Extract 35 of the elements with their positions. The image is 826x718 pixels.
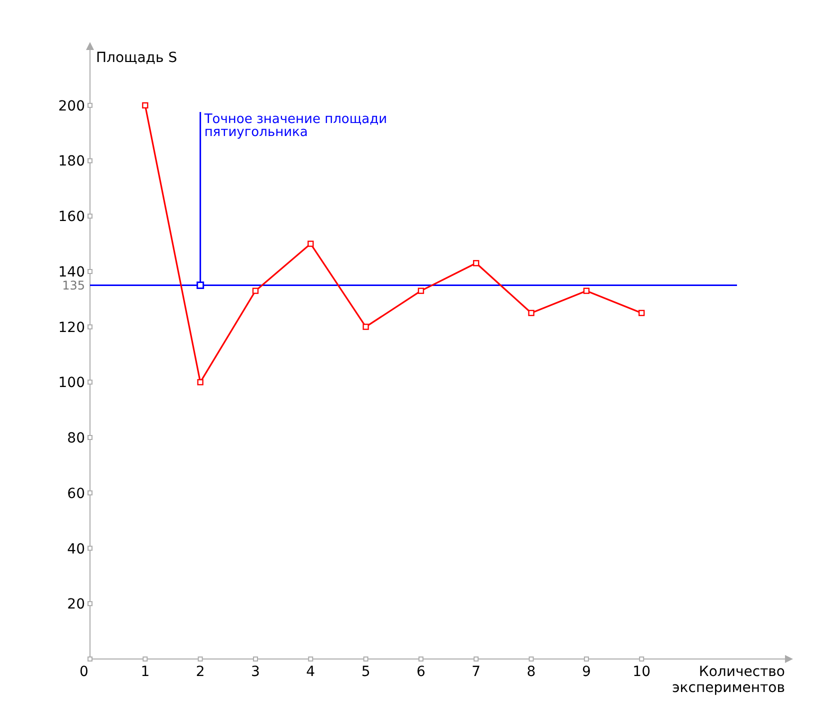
y-axis-title: Площадь S bbox=[96, 50, 178, 66]
point bbox=[142, 102, 148, 108]
y-tick-label: 140 bbox=[58, 264, 85, 280]
point bbox=[473, 260, 480, 266]
x-tick-label: 8 bbox=[526, 664, 536, 680]
annotation: Точное значение площади пятиугольника bbox=[203, 112, 388, 140]
point bbox=[583, 288, 590, 294]
x-tick-label: 10 bbox=[632, 664, 650, 680]
point bbox=[362, 324, 369, 330]
y-tick-label: 80 bbox=[67, 430, 85, 447]
x-tick-label: 0 bbox=[80, 664, 88, 680]
y-tick-label: 100 bbox=[58, 375, 85, 392]
y-tick-label: 20 bbox=[67, 596, 85, 613]
point bbox=[308, 240, 314, 247]
y-tick-label: 180 bbox=[58, 154, 85, 170]
x-tick-label: 1 bbox=[140, 664, 150, 680]
point bbox=[197, 379, 204, 386]
point bbox=[638, 310, 645, 316]
point bbox=[418, 288, 424, 294]
y-tick-label: 160 bbox=[58, 209, 85, 226]
x-axis-title: Количество экспериментов bbox=[672, 664, 785, 696]
y-tick-label: 120 bbox=[58, 320, 85, 336]
x-tick-label: 4 bbox=[306, 664, 316, 680]
x-tick-label: 3 bbox=[251, 664, 260, 680]
x-tick-label: 7 bbox=[472, 664, 481, 680]
x-tick-label: 2 bbox=[196, 664, 205, 680]
y-tick-label: 200 bbox=[58, 98, 85, 114]
y-tick-label: 135 bbox=[62, 278, 85, 292]
point bbox=[528, 310, 534, 316]
point bbox=[252, 288, 259, 294]
x-tick-label: 9 bbox=[582, 664, 591, 680]
x-tick-label: 5 bbox=[361, 664, 370, 680]
y-tick-label: 40 bbox=[67, 541, 85, 558]
x-tick-label: 6 bbox=[416, 664, 426, 680]
y-tick-label: 60 bbox=[67, 486, 85, 502]
